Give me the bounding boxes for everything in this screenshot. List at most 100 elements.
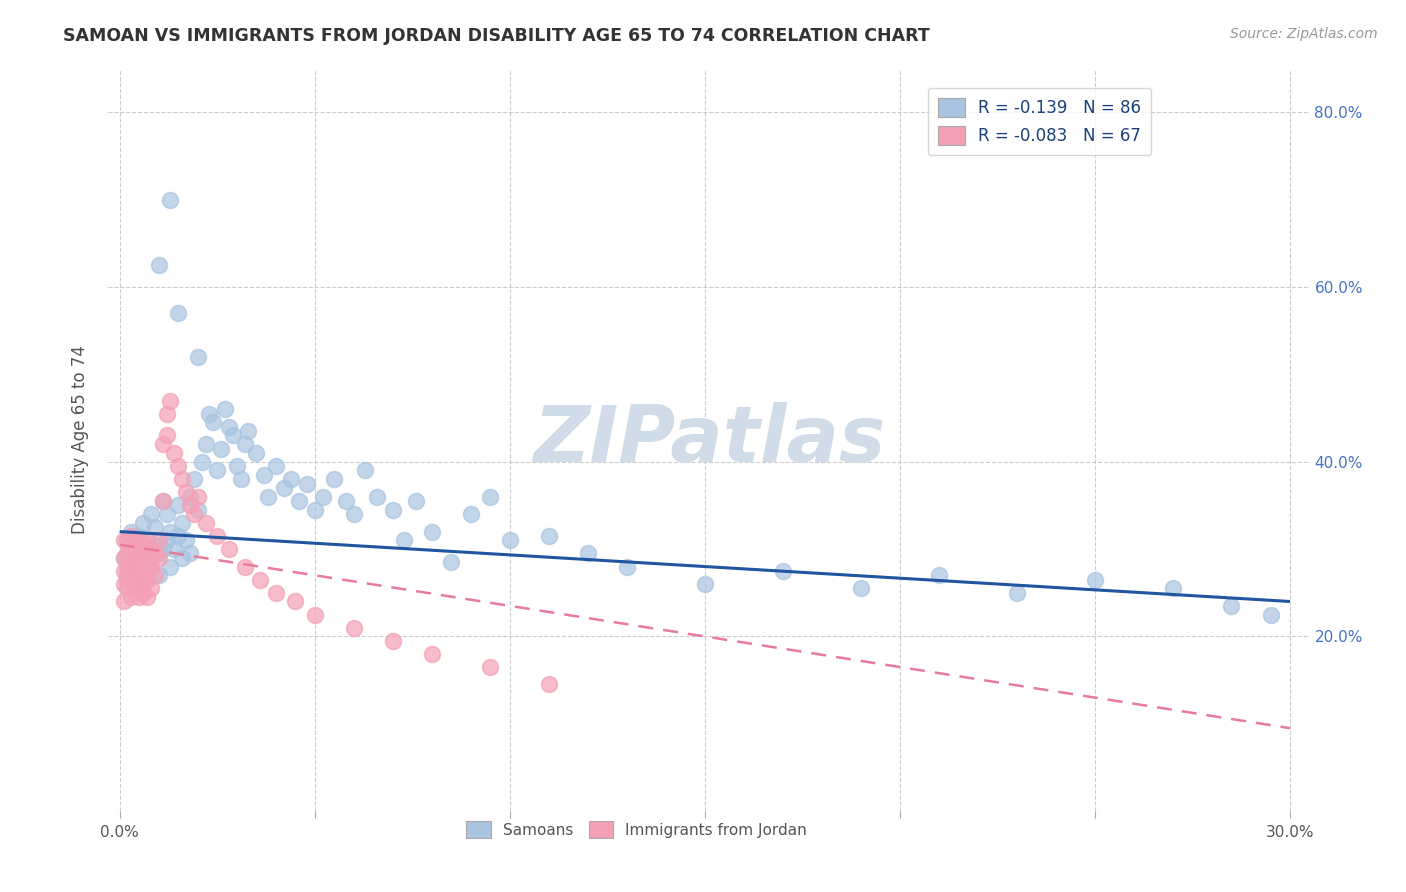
Point — [205, 529, 228, 543]
Point — [233, 437, 256, 451]
Point — [117, 533, 139, 548]
Point — [304, 502, 326, 516]
Point — [187, 502, 209, 516]
Point — [120, 564, 142, 578]
Point — [155, 507, 177, 521]
Point — [143, 520, 166, 534]
Point — [1260, 607, 1282, 622]
Point — [117, 533, 139, 548]
Point — [343, 621, 366, 635]
Point — [205, 463, 228, 477]
Point — [132, 533, 155, 548]
Point — [136, 590, 159, 604]
Point — [143, 546, 166, 560]
Point — [152, 494, 174, 508]
Point — [343, 507, 366, 521]
Point — [152, 494, 174, 508]
Point — [179, 499, 201, 513]
Point — [136, 573, 159, 587]
Point — [366, 490, 388, 504]
Point — [405, 494, 427, 508]
Point — [420, 524, 443, 539]
Point — [194, 516, 217, 530]
Point — [124, 542, 146, 557]
Point — [124, 582, 146, 596]
Point — [159, 559, 181, 574]
Point — [218, 419, 240, 434]
Point — [229, 472, 252, 486]
Point — [155, 407, 177, 421]
Y-axis label: Disability Age 65 to 74: Disability Age 65 to 74 — [72, 345, 89, 534]
Point — [194, 437, 217, 451]
Point — [148, 258, 170, 272]
Point — [139, 559, 162, 574]
Point — [249, 573, 271, 587]
Point — [120, 542, 142, 557]
Point — [117, 559, 139, 574]
Point — [233, 559, 256, 574]
Point — [1005, 586, 1028, 600]
Point — [183, 507, 205, 521]
Point — [849, 582, 872, 596]
Point — [117, 573, 139, 587]
Point — [155, 533, 177, 548]
Text: Source: ZipAtlas.com: Source: ZipAtlas.com — [1230, 27, 1378, 41]
Point — [112, 550, 135, 565]
Point — [128, 550, 150, 565]
Point — [128, 582, 150, 596]
Point — [124, 542, 146, 557]
Point — [167, 458, 190, 473]
Point — [132, 568, 155, 582]
Point — [264, 586, 287, 600]
Point — [245, 446, 267, 460]
Point — [187, 350, 209, 364]
Point — [112, 533, 135, 548]
Point — [381, 633, 404, 648]
Point — [537, 529, 560, 543]
Point — [174, 485, 197, 500]
Point — [128, 568, 150, 582]
Point — [264, 458, 287, 473]
Point — [1161, 582, 1184, 596]
Point — [143, 568, 166, 582]
Point — [148, 546, 170, 560]
Point — [284, 594, 307, 608]
Legend: Samoans, Immigrants from Jordan: Samoans, Immigrants from Jordan — [460, 814, 813, 845]
Point — [124, 573, 146, 587]
Point — [187, 490, 209, 504]
Point — [139, 542, 162, 557]
Point — [537, 677, 560, 691]
Point — [394, 533, 416, 548]
Point — [120, 524, 142, 539]
Point — [214, 402, 236, 417]
Point — [132, 586, 155, 600]
Point — [311, 490, 333, 504]
Point — [112, 564, 135, 578]
Point — [117, 546, 139, 560]
Point — [155, 428, 177, 442]
Point — [179, 490, 201, 504]
Point — [148, 568, 170, 582]
Point — [167, 529, 190, 543]
Point — [167, 306, 190, 320]
Point — [225, 458, 247, 473]
Point — [499, 533, 522, 548]
Point — [163, 446, 186, 460]
Point — [143, 538, 166, 552]
Point — [120, 590, 142, 604]
Point — [198, 407, 221, 421]
Point — [132, 516, 155, 530]
Point — [928, 568, 950, 582]
Point — [273, 481, 295, 495]
Point — [295, 476, 318, 491]
Point — [120, 573, 142, 587]
Point — [479, 490, 502, 504]
Point — [280, 472, 302, 486]
Point — [128, 590, 150, 604]
Point — [152, 542, 174, 557]
Point — [183, 472, 205, 486]
Point — [112, 577, 135, 591]
Point — [159, 393, 181, 408]
Point — [354, 463, 377, 477]
Point — [190, 455, 212, 469]
